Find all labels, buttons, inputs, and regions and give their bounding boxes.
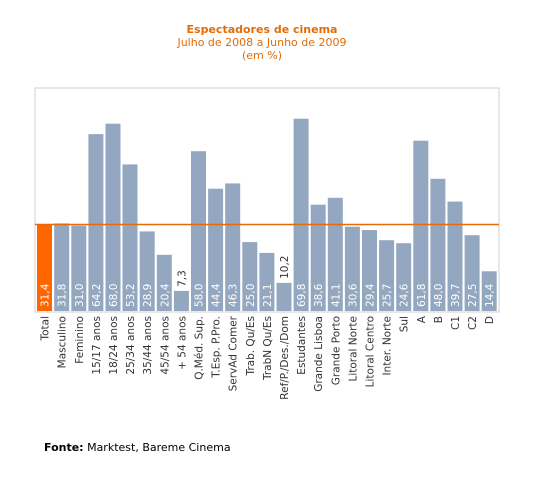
bar-14 (276, 282, 292, 311)
bar-value-label-3: 64,2 (91, 284, 103, 307)
value-labels-group: 31,4 31,8 31,0 64,2 68,0 53,2 28,9 20,4 7,3 58,0 4… (40, 256, 497, 307)
source-label: Fonte: (44, 441, 84, 454)
bar-value-label-0: 31,4 (40, 283, 52, 307)
chart-subtitle: Julho de 2008 a Junho de 2009 (176, 36, 346, 49)
bar-7 (156, 254, 172, 311)
category-label-5: 25/34 anos (125, 316, 137, 375)
category-label-23: B (433, 316, 445, 323)
bar-10 (208, 188, 224, 311)
bar-value-label-18: 30,6 (347, 283, 359, 307)
bar-17 (327, 197, 343, 311)
bar-9 (191, 151, 206, 311)
bar-value-label-15: 69,8 (296, 284, 308, 307)
bar-value-label-25: 27,5 (467, 284, 479, 307)
category-label-1: Masculino (57, 316, 69, 368)
bar-25 (464, 235, 480, 311)
category-label-8: + 54 anos (176, 316, 188, 370)
bar-value-label-14: 10,2 (279, 256, 291, 279)
bar-value-label-9: 58,0 (194, 284, 206, 307)
category-label-12: Trab. Qu/Es (245, 316, 257, 377)
bar-15 (293, 118, 309, 311)
bar-8 (173, 290, 189, 311)
bar-5 (122, 164, 138, 311)
category-label-17: Grande Porto (330, 316, 342, 385)
bar-value-label-16: 38,6 (313, 283, 325, 307)
category-label-11: ServAd Comer (228, 315, 240, 391)
bar-13 (259, 252, 275, 311)
bar-26 (481, 271, 497, 311)
source-note: Fonte: Marktest, Bareme Cinema (44, 441, 231, 454)
bar-value-label-17: 41,1 (330, 284, 342, 307)
bar-value-label-1: 31,8 (57, 284, 69, 307)
category-label-16: Grande Lisboa (313, 316, 325, 392)
bar-value-label-6: 28,9 (142, 284, 154, 307)
category-label-20: Inter. Norte (382, 316, 394, 376)
category-label-0: Total (40, 316, 52, 342)
bar-value-label-23: 48,0 (433, 284, 445, 307)
bar-4 (105, 123, 121, 311)
bar-value-label-2: 31,0 (74, 284, 86, 307)
category-label-3: 15/17 anos (91, 316, 103, 375)
category-label-26: D (484, 316, 496, 324)
category-label-24: C1 (450, 316, 462, 330)
bar-value-label-11: 46,3 (228, 284, 240, 307)
category-label-25: C2 (467, 316, 479, 330)
source-text: Marktest, Bareme Cinema (83, 441, 231, 454)
bar-value-label-21: 24,6 (399, 283, 411, 307)
bar-value-label-7: 20,4 (159, 283, 171, 307)
category-label-7: 45/54 anos (159, 316, 171, 375)
category-label-2: Feminino (74, 316, 86, 364)
bar-value-label-20: 25,7 (382, 284, 394, 307)
category-label-10: T.Esp. P.Pro. (211, 316, 223, 379)
bar-0 (37, 224, 52, 311)
category-label-14: Ref/P./Des./Dom (279, 316, 291, 400)
category-label-15: Estudantes (296, 316, 308, 375)
bar-value-label-22: 61,8 (416, 284, 428, 307)
bar-19 (362, 230, 377, 311)
chart-unit-label: (em %) (242, 49, 282, 62)
bars-group (37, 118, 497, 311)
bar-value-label-8: 7,3 (176, 270, 188, 287)
bar-23 (430, 178, 446, 311)
category-labels-group: Total Masculino Feminino 15/17 anos 18/24 an… (40, 315, 497, 400)
category-label-6: 35/44 anos (142, 316, 154, 375)
bar-11 (225, 183, 241, 311)
bar-1 (54, 223, 70, 311)
category-label-4: 18/24 anos (108, 316, 120, 375)
bar-value-label-4: 68,0 (108, 284, 120, 307)
bar-18 (344, 226, 360, 311)
bar-value-label-12: 25,0 (245, 284, 257, 307)
bar-6 (139, 231, 155, 311)
bar-value-label-24: 39,7 (450, 284, 462, 307)
bar-3 (88, 134, 104, 311)
chart-title: Espectadores de cinema (187, 23, 338, 36)
bar-value-label-13: 21,1 (262, 284, 274, 307)
category-label-22: A (416, 315, 428, 323)
bar-22 (413, 140, 429, 311)
bar-21 (396, 243, 412, 311)
bar-20 (379, 240, 395, 311)
bar-2 (71, 225, 87, 311)
bar-value-label-19: 29,4 (365, 283, 377, 307)
bar-value-label-10: 44,4 (211, 283, 223, 307)
category-label-21: Sul (399, 316, 411, 332)
bar-12 (242, 242, 258, 311)
bar-24 (447, 201, 463, 311)
category-label-18: Litoral Norte (347, 316, 359, 382)
category-label-9: Q.Méd. Sup. (194, 316, 206, 380)
category-label-13: TrabN Qu/Es (262, 316, 274, 381)
bar-value-label-26: 14,4 (484, 283, 496, 307)
category-label-19: Litoral Centro (365, 316, 377, 387)
bar-value-label-5: 53,2 (125, 284, 137, 307)
bar-16 (310, 204, 326, 311)
